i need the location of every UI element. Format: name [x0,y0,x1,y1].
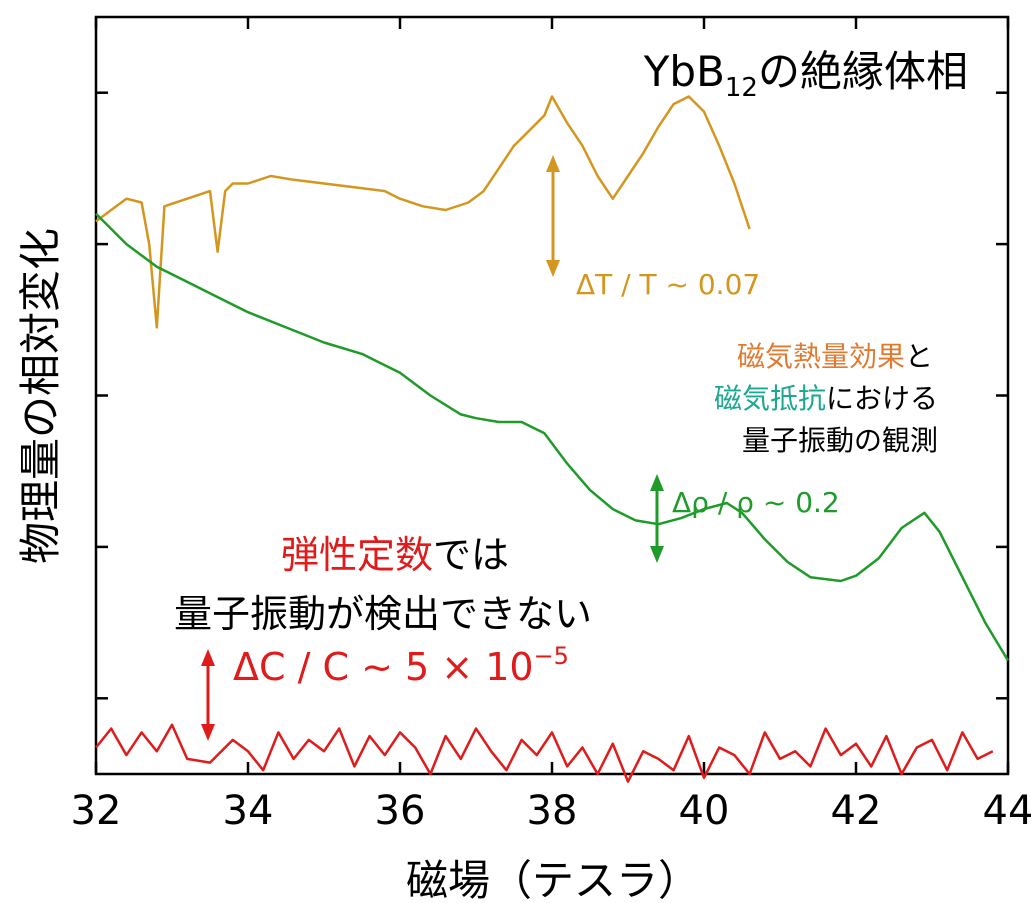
x-tick-label: 44 [983,788,1031,834]
title-main: YbB [643,47,725,96]
elastic-delta-label: ΔC / C ~ 5 × 10−5 [233,642,569,689]
title-rest: の絶縁体相 [758,47,968,96]
thermal-delta-arrow [546,155,560,277]
title-subscript: 12 [725,73,758,103]
x-tick-label: 40 [679,788,730,834]
y-ticks [96,91,1008,700]
elastic-note-highlight: 弾性定数 [281,533,433,577]
mce-line-2-rest: における [826,382,938,415]
x-tick-label: 38 [527,788,578,834]
thermal-series-line [95,95,751,329]
series-group [95,95,1010,783]
x-tick-label: 34 [223,788,274,834]
x-tick-label: 42 [831,788,882,834]
elastic-note-line-1: 弾性定数では [281,533,509,577]
resist-series-line [95,212,1010,662]
mce-line-1-highlight: 磁気熱量効果 [737,340,905,373]
x-ticks: 32 34 36 38 40 42 44 [71,17,1031,834]
x-tick-label: 32 [71,788,122,834]
elastic-delta-exponent: −5 [534,642,569,670]
elastic-delta-arrow [201,649,215,741]
mce-line-1-rest: と [905,340,933,373]
elastic-delta-main: ΔC / C ~ 5 × 10 [233,645,534,689]
mce-line-2: 磁気抵抗における [714,382,938,415]
y-axis-label: 物理量の相対変化 [16,228,65,564]
mce-line-2-highlight: 磁気抵抗 [714,382,826,415]
thermal-delta-label: ΔT / T ~ 0.07 [576,268,760,301]
mce-line-1: 磁気熱量効果と [737,340,933,373]
elastic-series-line [95,723,994,783]
elastic-note-rest: では [433,533,509,577]
x-tick-label: 36 [375,788,426,834]
chart-title: YbB12の絶縁体相 [643,47,968,103]
resist-delta-label: Δρ / ρ ~ 0.2 [672,486,840,519]
elastic-note-line-2: 量子振動が検出できない [174,592,592,636]
resist-delta-arrow [650,474,664,563]
x-axis-label: 磁場（テスラ） [406,856,700,903]
mce-line-3: 量子振動の観測 [742,424,938,457]
